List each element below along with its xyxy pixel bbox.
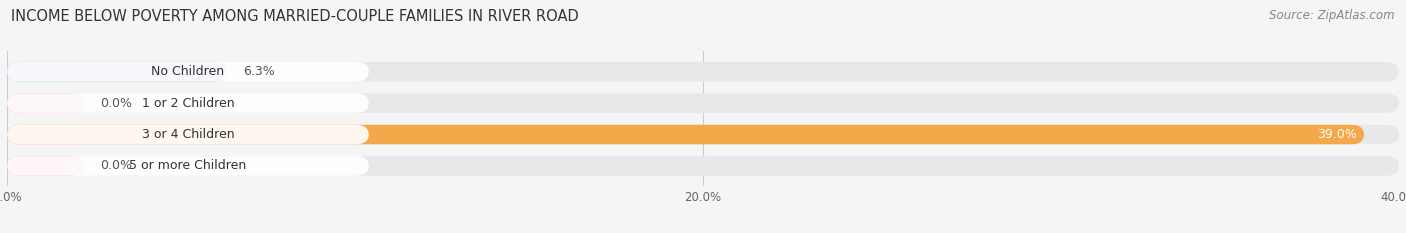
- FancyBboxPatch shape: [7, 62, 226, 81]
- FancyBboxPatch shape: [7, 125, 368, 144]
- FancyBboxPatch shape: [7, 93, 368, 113]
- Text: 39.0%: 39.0%: [1317, 128, 1357, 141]
- Text: No Children: No Children: [152, 65, 225, 78]
- Text: 5 or more Children: 5 or more Children: [129, 159, 246, 172]
- FancyBboxPatch shape: [7, 156, 1399, 176]
- Text: INCOME BELOW POVERTY AMONG MARRIED-COUPLE FAMILIES IN RIVER ROAD: INCOME BELOW POVERTY AMONG MARRIED-COUPL…: [11, 9, 579, 24]
- Text: 0.0%: 0.0%: [100, 97, 132, 110]
- FancyBboxPatch shape: [7, 156, 83, 176]
- FancyBboxPatch shape: [7, 125, 1364, 144]
- Text: 3 or 4 Children: 3 or 4 Children: [142, 128, 235, 141]
- FancyBboxPatch shape: [7, 93, 83, 113]
- FancyBboxPatch shape: [7, 62, 368, 81]
- FancyBboxPatch shape: [7, 93, 1399, 113]
- FancyBboxPatch shape: [7, 125, 1399, 144]
- Text: 0.0%: 0.0%: [100, 159, 132, 172]
- FancyBboxPatch shape: [7, 156, 368, 176]
- Text: 1 or 2 Children: 1 or 2 Children: [142, 97, 235, 110]
- Text: Source: ZipAtlas.com: Source: ZipAtlas.com: [1270, 9, 1395, 22]
- FancyBboxPatch shape: [7, 62, 1399, 81]
- Text: 6.3%: 6.3%: [243, 65, 274, 78]
